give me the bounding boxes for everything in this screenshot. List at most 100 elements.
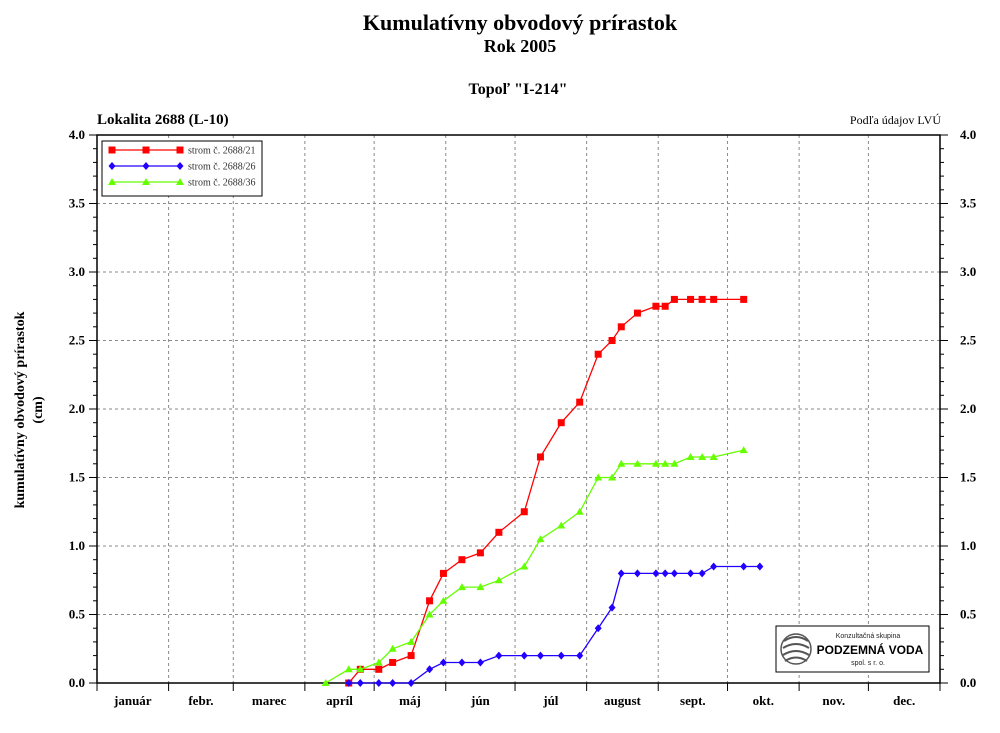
data-point [536, 453, 544, 461]
data-point [661, 459, 670, 467]
company-logo: Konzultačná skupina PODZEMNÁ VODA spol. … [775, 625, 930, 673]
y-tick-label-right: 2.5 [960, 333, 977, 348]
y-tick-label-right: 3.0 [960, 264, 976, 279]
data-point [608, 337, 616, 344]
series-line [348, 565, 760, 684]
data-point [686, 452, 695, 460]
data-point [439, 658, 447, 667]
data-point [495, 528, 503, 536]
data-point [557, 521, 566, 529]
data-point [520, 651, 528, 660]
y-tick-label-right: 2.0 [960, 401, 976, 416]
data-point [407, 679, 415, 687]
data-point [651, 459, 660, 467]
y-tick-label-left: 4.0 [69, 127, 85, 142]
legend-marker [176, 146, 184, 154]
y-tick-label-right: 1.0 [960, 538, 976, 553]
data-point [536, 535, 545, 543]
y-tick-label-right: 0.5 [960, 607, 977, 622]
legend-marker [142, 178, 150, 185]
data-point [374, 658, 383, 666]
y-tick-label-left: 2.5 [69, 333, 86, 348]
y-axis-title-line2: (cm) [31, 396, 46, 424]
data-point [661, 302, 669, 310]
data-point [652, 302, 660, 310]
data-point [739, 446, 748, 454]
data-point [740, 295, 748, 303]
chart-year: Rok 2005 [484, 36, 557, 56]
month-label: sept. [680, 693, 706, 708]
data-point [710, 295, 718, 303]
data-point [557, 651, 565, 660]
data-point [345, 679, 353, 687]
logo-line2: PODZEMNÁ VODA [817, 642, 924, 657]
data-point [687, 295, 695, 303]
data-point [407, 652, 415, 660]
data-point [476, 658, 484, 667]
data-point [652, 569, 660, 578]
month-label: jún [470, 693, 491, 708]
data-point [698, 452, 707, 460]
month-label: okt. [753, 693, 774, 708]
data-point [710, 562, 718, 571]
legend-marker [176, 178, 184, 185]
y-tick-label-left: 0.5 [69, 607, 86, 622]
data-point [575, 507, 584, 515]
y-tick-label-left: 1.0 [69, 538, 85, 553]
data-point [687, 569, 695, 578]
data-point [407, 637, 416, 645]
month-label: august [604, 693, 642, 708]
series-1 [345, 295, 748, 687]
data-point [608, 473, 617, 481]
chart-subtitle: Topoľ "I-214" [469, 81, 568, 98]
data-point [389, 679, 397, 687]
chart-title: Kumulatívny obvodový prírastok [363, 10, 678, 35]
legend-entry: strom č. 2688/36 [108, 178, 256, 189]
y-axis-title: kumulatívny obvodový prírastok (cm) [13, 311, 46, 508]
series-2 [345, 562, 764, 687]
month-label: január [113, 693, 152, 708]
source-note: Podľa údajov LVÚ [850, 113, 941, 127]
series-3 [321, 446, 748, 686]
data-point [698, 569, 706, 578]
data-point [698, 295, 706, 303]
series-line [325, 449, 744, 684]
data-point [670, 295, 678, 303]
data-point [321, 679, 330, 686]
logo-line3: spol. s r. o. [851, 660, 885, 667]
data-point [576, 398, 584, 406]
month-label: marec [252, 693, 287, 708]
data-point [608, 603, 616, 612]
y-axis-title-line1: kumulatívny obvodový prírastok [13, 311, 28, 508]
month-label: máj [399, 693, 421, 708]
data-point [458, 658, 466, 667]
legend-marker [108, 162, 116, 170]
legend-marker [108, 178, 116, 185]
data-point [709, 452, 718, 460]
y-tick-label-left: 0.0 [69, 675, 85, 690]
data-point [633, 569, 641, 578]
legend-label: strom č. 2688/36 [188, 178, 256, 189]
series-line [348, 298, 744, 684]
data-point [633, 309, 641, 317]
y-tick-label-left: 3.0 [69, 264, 85, 279]
data-point [520, 508, 528, 516]
data-point [476, 583, 485, 591]
y-tick-label-left: 3.5 [69, 196, 86, 211]
data-point [594, 473, 603, 481]
data-point [426, 665, 434, 674]
month-label: apríl [326, 693, 353, 708]
y-tick-label-right: 0.0 [960, 675, 976, 690]
data-point [425, 610, 434, 618]
data-point [344, 665, 353, 673]
y-tick-label-right: 1.5 [960, 470, 977, 485]
y-tick-label-right: 3.5 [960, 196, 977, 211]
logo-emblem [780, 633, 812, 665]
data-point [375, 679, 383, 687]
data-point [458, 556, 466, 564]
data-point [439, 569, 447, 577]
data-point [594, 350, 602, 358]
legend-label: strom č. 2688/26 [188, 162, 256, 173]
data-point [756, 562, 764, 571]
month-label: nov. [822, 693, 845, 708]
